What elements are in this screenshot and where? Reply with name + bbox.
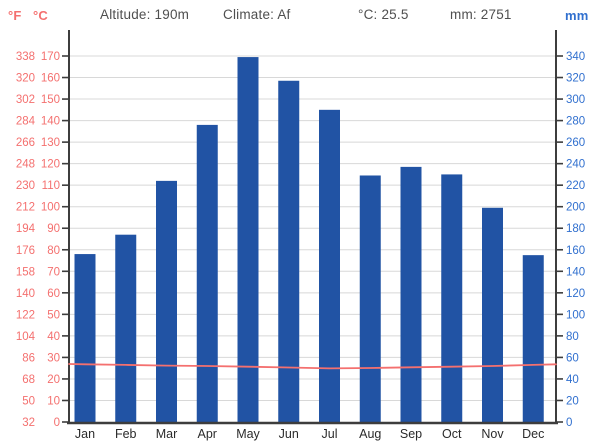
precipitation-bar-dec xyxy=(522,255,544,422)
precipitation-bar-nov xyxy=(482,207,503,422)
celsius-tick-label: 30 xyxy=(47,352,60,364)
mm-tick-label: 100 xyxy=(566,309,585,321)
month-label-sep: Sep xyxy=(400,427,422,441)
celsius-tick-label: 110 xyxy=(42,180,60,192)
mm-tick-label: 260 xyxy=(566,137,585,149)
celsius-tick-label: 70 xyxy=(47,266,60,278)
fahrenheit-tick-label: 248 xyxy=(16,159,35,171)
altitude-label: Altitude: 190m xyxy=(100,7,190,22)
fahrenheit-tick-label: 68 xyxy=(22,374,35,386)
celsius-tick-label: 170 xyxy=(41,51,60,63)
fahrenheit-tick-label: 32 xyxy=(22,417,35,429)
celsius-axis-unit-label: °C xyxy=(33,8,48,23)
month-label-dec: Dec xyxy=(522,427,544,441)
precipitation-bar-sep xyxy=(400,166,422,422)
fahrenheit-tick-label: 338 xyxy=(16,51,35,63)
fahrenheit-axis-unit-label: °F xyxy=(8,8,22,23)
fahrenheit-tick-label: 212 xyxy=(16,202,35,214)
mm-tick-label: 300 xyxy=(566,94,585,106)
precipitation-bar-may xyxy=(237,57,259,422)
celsius-tick-label: 40 xyxy=(47,331,60,343)
precipitation-bar-feb xyxy=(115,234,137,422)
mm-tick-label: 0 xyxy=(566,417,572,429)
celsius-tick-label: 10 xyxy=(47,395,60,407)
celsius-tick-label: 120 xyxy=(41,159,60,171)
mm-tick-label: 340 xyxy=(566,51,585,63)
fahrenheit-tick-label: 194 xyxy=(16,223,36,235)
celsius-tick-label: 90 xyxy=(47,223,60,235)
climate-classification-label: Climate: Af xyxy=(223,7,291,22)
mm-tick-label: 60 xyxy=(566,352,579,364)
fahrenheit-tick-label: 86 xyxy=(22,352,35,364)
fahrenheit-tick-label: 176 xyxy=(16,245,35,257)
fahrenheit-tick-label: 122 xyxy=(16,309,35,321)
celsius-tick-label: 50 xyxy=(47,309,60,321)
mm-tick-label: 320 xyxy=(566,73,585,85)
fahrenheit-tick-label: 140 xyxy=(16,288,35,300)
precipitation-bar-oct xyxy=(441,174,463,422)
mm-axis-unit-label: mm xyxy=(565,8,589,23)
month-label-may: May xyxy=(236,427,260,441)
celsius-tick-label: 160 xyxy=(41,73,60,85)
mean-temperature-label: °C: 25.5 xyxy=(358,7,409,22)
fahrenheit-tick-label: 320 xyxy=(16,73,35,85)
mm-tick-label: 180 xyxy=(566,223,585,235)
celsius-tick-label: 100 xyxy=(41,202,60,214)
mm-tick-label: 80 xyxy=(566,331,579,343)
month-label-jan: Jan xyxy=(75,427,95,441)
mm-tick-label: 20 xyxy=(566,395,579,407)
annual-precipitation-label: mm: 2751 xyxy=(450,7,512,22)
fahrenheit-tick-label: 50 xyxy=(22,395,35,407)
fahrenheit-tick-label: 158 xyxy=(16,266,35,278)
celsius-tick-label: 140 xyxy=(41,116,60,128)
celsius-tick-label: 20 xyxy=(47,374,60,386)
precipitation-bar-apr xyxy=(196,124,218,423)
mm-tick-label: 240 xyxy=(566,159,585,171)
precipitation-bar-mar xyxy=(156,180,177,422)
month-label-mar: Mar xyxy=(156,427,178,441)
precipitation-bar-jan xyxy=(74,254,96,422)
celsius-tick-label: 60 xyxy=(47,288,60,300)
month-label-feb: Feb xyxy=(115,427,137,441)
celsius-tick-label: 130 xyxy=(41,137,60,149)
mm-tick-label: 220 xyxy=(566,180,585,192)
fahrenheit-tick-label: 284 xyxy=(16,116,36,128)
mm-tick-label: 280 xyxy=(566,116,585,128)
fahrenheit-tick-label: 302 xyxy=(16,94,35,106)
celsius-tick-label: 0 xyxy=(54,417,60,429)
mm-tick-label: 160 xyxy=(566,245,585,257)
month-label-jul: Jul xyxy=(322,427,338,441)
temperature-line xyxy=(68,363,557,370)
month-label-jun: Jun xyxy=(279,427,299,441)
month-label-aug: Aug xyxy=(359,427,381,441)
precipitation-bar-jul xyxy=(319,109,340,422)
celsius-tick-label: 150 xyxy=(41,94,60,106)
mm-tick-label: 120 xyxy=(566,288,585,300)
fahrenheit-tick-label: 230 xyxy=(16,180,35,192)
month-label-oct: Oct xyxy=(442,427,462,441)
fahrenheit-tick-label: 266 xyxy=(16,137,35,149)
mm-tick-label: 40 xyxy=(566,374,579,386)
precipitation-bar-jun xyxy=(278,80,300,423)
fahrenheit-tick-label: 104 xyxy=(16,331,36,343)
precipitation-bar-aug xyxy=(359,175,381,422)
month-label-apr: Apr xyxy=(198,427,217,441)
celsius-tick-label: 80 xyxy=(47,245,60,257)
mm-tick-label: 140 xyxy=(566,266,585,278)
mm-tick-label: 200 xyxy=(566,202,585,214)
month-label-nov: Nov xyxy=(481,427,504,441)
